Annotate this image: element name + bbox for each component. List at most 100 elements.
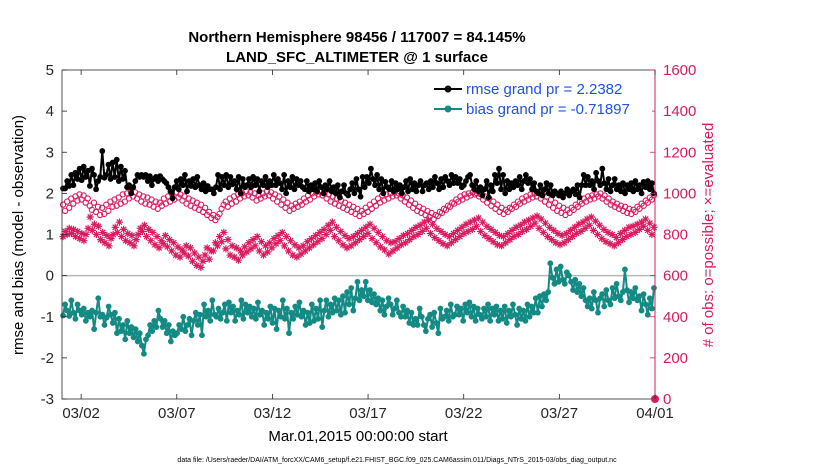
x-tick-label: 03/17: [349, 405, 387, 422]
obs-evaluated-point: [619, 236, 627, 244]
bias-point: [134, 338, 141, 345]
obs-evaluated-point: [579, 218, 587, 226]
obs-evaluated-point: [239, 251, 247, 259]
obs-evaluated-point: [295, 244, 303, 252]
obs-evaluated-point: [397, 241, 405, 249]
obs-evaluated-point: [372, 239, 380, 247]
obs-possible-point: [411, 200, 419, 207]
obs-evaluated-point: [101, 239, 109, 247]
x-axis: 03/02 03/07 03/12 03/17 03/22 03/27 04/01: [62, 70, 674, 422]
obs-evaluated-point: [495, 231, 504, 240]
obs-evaluated-point: [328, 218, 336, 226]
bias-point: [603, 287, 610, 293]
rmse-point: [376, 186, 383, 193]
obs-evaluated-point: [522, 225, 531, 233]
obs-evaluated-point: [119, 225, 128, 233]
bias-point: [344, 289, 350, 295]
rmse-point: [361, 184, 368, 191]
obs-evaluated-point: [222, 245, 230, 253]
bias-point: [80, 305, 87, 312]
obs-evaluated-point: [629, 222, 637, 230]
obs-evaluated-point: [71, 232, 80, 241]
rmse-point: [132, 178, 139, 184]
bias-point: [487, 317, 494, 324]
obs-evaluated-point: [170, 239, 178, 247]
rmse-point: [363, 174, 370, 180]
obs-evaluated-point: [625, 223, 633, 231]
rmse-point: [365, 180, 372, 186]
rmse-point: [227, 174, 234, 180]
obs-evaluated-point: [420, 218, 428, 226]
obs-evaluated-point: [441, 230, 449, 239]
x-tick-label: 03/02: [62, 405, 100, 422]
bias-point: [163, 330, 170, 337]
bias-point: [209, 297, 216, 304]
y2-tick-label: 1200: [663, 144, 696, 161]
bias-point: [358, 287, 365, 293]
bias-point: [466, 299, 473, 306]
obs-evaluated-point: [548, 236, 556, 244]
obs-evaluated-point: [537, 215, 545, 223]
bias-point: [120, 322, 127, 328]
obs-evaluated-point: [408, 226, 416, 234]
rmse-point: [372, 182, 378, 189]
bias-point: [391, 305, 398, 312]
obs-evaluated-point: [525, 216, 533, 224]
obs-evaluated-point: [59, 232, 67, 241]
rmse-point: [591, 186, 597, 193]
rmse-point: [636, 182, 643, 189]
bias-point: [445, 317, 452, 324]
obs-possible-point: [154, 205, 161, 212]
obs-evaluated-point: [103, 231, 111, 240]
obs-evaluated-point: [149, 228, 157, 237]
bias-point: [360, 293, 367, 300]
bias-point: [398, 313, 404, 320]
bias-point: [429, 324, 436, 330]
obs-evaluated-point: [477, 227, 485, 236]
obs-evaluated-point: [606, 240, 614, 248]
obs-possible-point: [566, 209, 573, 217]
bias-point: [522, 317, 529, 324]
bias-point: [165, 322, 172, 328]
obs-evaluated-point: [393, 244, 401, 252]
bias-point: [640, 291, 647, 298]
obs-evaluated-point: [351, 239, 359, 247]
obs-evaluated-point: [639, 222, 648, 230]
rmse-point: [417, 178, 424, 184]
obs-possible-point: [109, 203, 116, 210]
bias-point: [528, 303, 535, 310]
obs-evaluated-point: [155, 244, 163, 252]
bias-point: [491, 311, 498, 318]
rmse-point: [500, 171, 507, 178]
obs-evaluated-point: [161, 231, 169, 240]
bias-point: [362, 278, 369, 285]
bias-point: [118, 328, 124, 335]
obs-possible-point: [201, 204, 209, 211]
obs-evaluated-point: [614, 239, 623, 247]
rmse-series: [60, 148, 657, 202]
obs-evaluated-point: [245, 239, 253, 247]
obs-evaluated-point: [284, 247, 293, 255]
bias-point: [203, 313, 210, 320]
obs-possible-point: [284, 199, 291, 206]
obs-evaluated-point: [197, 263, 205, 271]
obs-evaluated-point: [168, 247, 176, 255]
obs-evaluated-point: [209, 247, 217, 255]
obs-evaluated-point: [508, 226, 516, 234]
obs-evaluated-point: [332, 223, 341, 231]
rmse-point: [570, 186, 577, 193]
rmse-point: [537, 182, 544, 189]
bias-point: [622, 266, 628, 273]
bias-point: [238, 297, 245, 304]
bias-point: [153, 324, 160, 330]
obs-evaluated-point: [403, 229, 412, 238]
obs-possible-point: [605, 195, 612, 202]
obs-evaluated-point: [560, 239, 568, 247]
rmse-point: [541, 186, 548, 193]
bias-point: [174, 330, 180, 337]
bias-point: [443, 307, 450, 314]
obs-possible-point: [274, 198, 281, 205]
obs-evaluated-point: [115, 218, 124, 226]
obs-evaluated-point: [109, 230, 117, 239]
rmse-point: [479, 192, 486, 199]
